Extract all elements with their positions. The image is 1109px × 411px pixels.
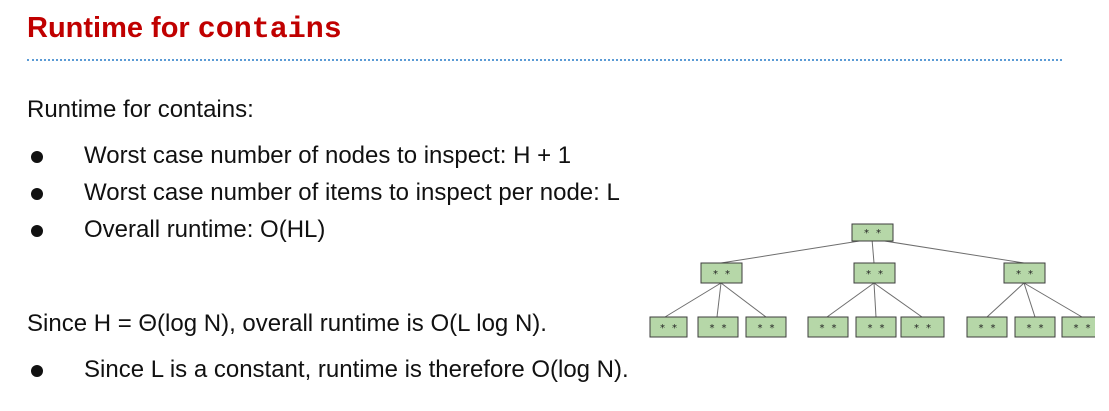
tree-leaf-node: * *	[649, 316, 688, 338]
tree-edge	[826, 282, 875, 318]
conclusion-bullet-list: Since L is a constant, runtime is theref…	[27, 356, 629, 384]
tree-leaf-node: * *	[745, 316, 787, 338]
tree-internal-node: * *	[853, 262, 896, 284]
node-label: * *	[1026, 323, 1044, 334]
node-label: * *	[913, 323, 931, 334]
bullet-item: Since L is a constant, runtime is theref…	[27, 356, 629, 384]
tree-edge	[986, 282, 1025, 318]
bullet-item: Worst case number of nodes to inspect: H…	[27, 142, 620, 179]
tree-edge	[871, 238, 1025, 264]
since-text: Since H = Θ(log N), overall runtime is O…	[27, 310, 547, 337]
bullet-text: Worst case number of nodes to inspect: H…	[84, 142, 572, 169]
node-label: * *	[757, 323, 775, 334]
tree-leaf-node: * *	[1061, 316, 1095, 338]
bullet-dot-icon	[31, 225, 43, 237]
tree-leaf-node: * *	[697, 316, 739, 338]
node-label: * *	[709, 323, 727, 334]
tree-edge	[1023, 282, 1036, 318]
tree-edge	[871, 238, 875, 264]
runtime-bullet-list: Worst case number of nodes to inspect: H…	[27, 142, 620, 253]
bullet-text: Overall runtime: O(HL)	[84, 216, 326, 243]
tree-edge	[720, 282, 767, 318]
tree-edge	[664, 282, 722, 318]
tree-leaf-node: * *	[1014, 316, 1056, 338]
tree-edge	[716, 282, 722, 318]
slide-title: Runtime for contains	[27, 12, 342, 47]
tree-edge	[720, 238, 873, 264]
tree-leaf-node: * *	[900, 316, 945, 338]
tree-leaf-node: * *	[807, 316, 849, 338]
node-label: * *	[1015, 269, 1033, 280]
tree-internal-node: * *	[700, 262, 743, 284]
tree-internal-node: * *	[1003, 262, 1046, 284]
tree-leaf-node: * *	[966, 316, 1008, 338]
tree-edge	[873, 282, 877, 318]
bullet-dot-icon	[31, 365, 43, 377]
node-label: * *	[865, 269, 883, 280]
node-label: * *	[819, 323, 837, 334]
tree-leaf-node: * *	[855, 316, 897, 338]
node-label: * *	[659, 323, 677, 334]
tree-edge	[1023, 282, 1083, 318]
node-label: * *	[978, 323, 996, 334]
tree-root-node: * *	[851, 223, 894, 242]
title-divider	[27, 59, 1062, 61]
bullet-text: Worst case number of items to inspect pe…	[84, 179, 620, 206]
tree-edge	[873, 282, 923, 318]
node-label: * *	[867, 323, 885, 334]
intro-text: Runtime for contains:	[27, 96, 254, 123]
node-label: * *	[712, 269, 730, 280]
node-label: * *	[1073, 323, 1091, 334]
bullet-dot-icon	[31, 188, 43, 200]
bullet-text: Since L is a constant, runtime is theref…	[84, 356, 629, 383]
bullet-item: Worst case number of items to inspect pe…	[27, 179, 620, 216]
b-tree-diagram: * * * * * * * * * * * * * * * * * * * * …	[649, 223, 1095, 338]
node-label: * *	[863, 228, 881, 239]
bullet-dot-icon	[31, 151, 43, 163]
bullet-item: Overall runtime: O(HL)	[27, 216, 620, 253]
title-prefix: Runtime for	[27, 12, 198, 44]
title-code: contains	[197, 13, 342, 47]
